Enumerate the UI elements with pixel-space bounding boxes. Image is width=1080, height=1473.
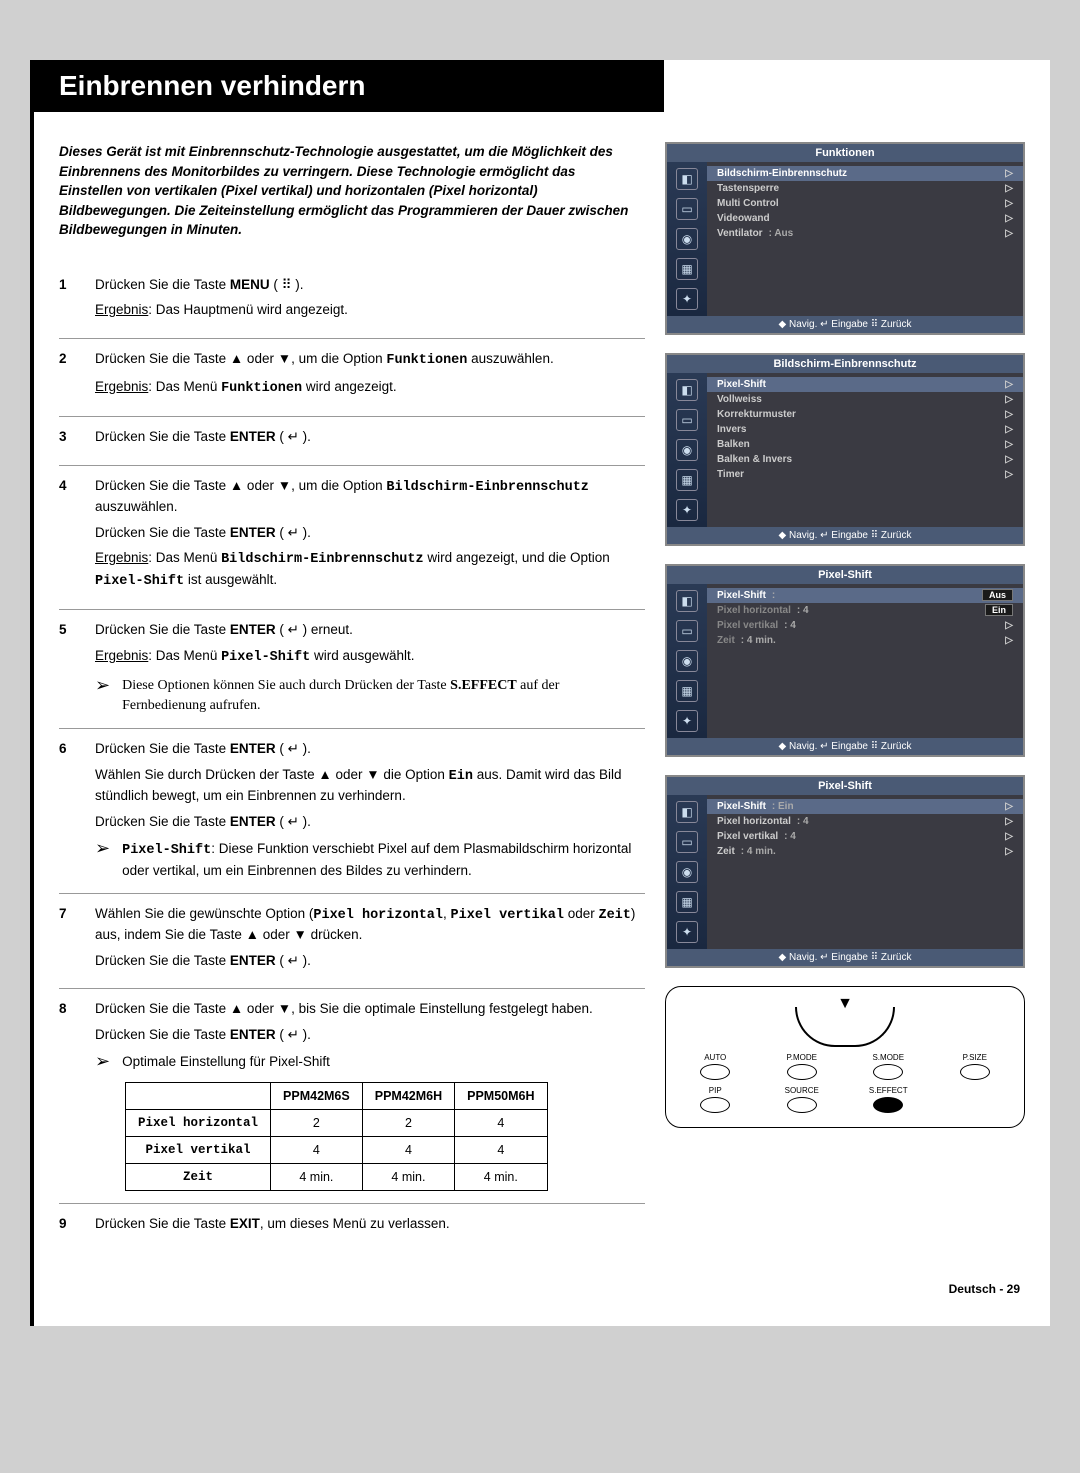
osd-menu-item: Pixel-Shift▷ [707, 377, 1023, 392]
osd-menu-item: Multi Control▷ [707, 196, 1023, 211]
osd-menu-item: Pixel-Shift: Ein▷ [707, 799, 1023, 814]
remote-button: P.MODE [763, 1053, 842, 1080]
remote-button: SOURCE [763, 1086, 842, 1113]
osd-pixelshift-values: Pixel-Shift ◧▭◉▦✦ Pixel-Shift: Ein▷Pixel… [665, 775, 1025, 968]
osd-funktionen: Funktionen ◧ ▭ ◉ ▦ ✦ Bildschirm-Einbrenn… [665, 142, 1025, 335]
remote-button: PIP [676, 1086, 755, 1113]
step-4: 4 Drücken Sie die Taste ▲ oder ▼, um die… [59, 466, 645, 611]
osd-menu-item: Pixel horizontal: 4▷ [707, 814, 1023, 829]
pixel-shift-settings-table: PPM42M6S PPM42M6H PPM50M6H Pixel horizon… [125, 1082, 548, 1192]
step-2: 2 Drücken Sie die Taste ▲ oder ▼, um die… [59, 339, 645, 417]
note-arrow-icon: ➢ [95, 839, 110, 857]
step-3: 3 Drücken Sie die Taste ENTER ( ↵ ). [59, 417, 645, 466]
step-8: 8 Drücken Sie die Taste ▲ oder ▼, bis Si… [59, 989, 645, 1204]
osd-menu-item: Tastensperre▷ [707, 181, 1023, 196]
osd-menu-item: Zeit: 4 min.▷ [707, 633, 1023, 648]
osd-icon: ▦ [676, 258, 698, 280]
osd-menu-item: Balken▷ [707, 437, 1023, 452]
note-arrow-icon: ➢ [95, 1052, 110, 1070]
osd-menu-item: Bildschirm-Einbrennschutz▷ [707, 166, 1023, 181]
step-6: 6 Drücken Sie die Taste ENTER ( ↵ ). Wäh… [59, 729, 645, 893]
step-9: 9 Drücken Sie die Taste EXIT, um dieses … [59, 1204, 645, 1252]
osd-menu-item: Korrekturmuster▷ [707, 407, 1023, 422]
osd-menu-item: Ventilator: Aus▷ [707, 226, 1023, 241]
osd-icon: ✦ [676, 288, 698, 310]
intro-text: Dieses Gerät ist mit Einbrennschutz-Tech… [59, 142, 645, 240]
osd-icon: ◧ [676, 168, 698, 190]
note-arrow-icon: ➢ [95, 676, 110, 694]
osd-menu-item: Pixel vertikal: 4▷ [707, 618, 1023, 633]
osd-menu-item: Timer▷ [707, 467, 1023, 482]
osd-menu-item: Videowand▷ [707, 211, 1023, 226]
osd-menu-item: Pixel vertikal: 4▷ [707, 829, 1023, 844]
osd-einbrennschutz: Bildschirm-Einbrennschutz ◧▭◉▦✦ Pixel-Sh… [665, 353, 1025, 546]
remote-button: AUTO [676, 1053, 755, 1080]
remote-button: S.EFFECT [849, 1086, 928, 1113]
osd-icon: ◉ [676, 228, 698, 250]
step-5: 5 Drücken Sie die Taste ENTER ( ↵ ) erne… [59, 610, 645, 729]
remote-button: S.MODE [849, 1053, 928, 1080]
osd-menu-item: Zeit: 4 min.▷ [707, 844, 1023, 859]
osd-pixelshift-select: Pixel-Shift ◧▭◉▦✦ Pixel-Shift:AusPixel h… [665, 564, 1025, 757]
remote-button: P.SIZE [936, 1053, 1015, 1080]
osd-menu-item: Pixel horizontal: 4Ein [707, 603, 1023, 618]
step-7: 7 Wählen Sie die gewünschte Option (Pixe… [59, 894, 645, 990]
page-title: Einbrennen verhindern [34, 60, 664, 112]
osd-icon: ▭ [676, 198, 698, 220]
osd-menu-item: Balken & Invers▷ [707, 452, 1023, 467]
osd-menu-item: Pixel-Shift:Aus [707, 588, 1023, 603]
page-number: Deutsch - 29 [34, 1252, 1050, 1296]
osd-menu-item: Invers▷ [707, 422, 1023, 437]
step-1: 1 Drücken Sie die Taste MENU ( ⠿ ). Erge… [59, 265, 645, 339]
osd-menu-item: Vollweiss▷ [707, 392, 1023, 407]
remote-control-diagram: ▼ AUTOP.MODES.MODEP.SIZEPIPSOURCES.EFFEC… [665, 986, 1025, 1128]
